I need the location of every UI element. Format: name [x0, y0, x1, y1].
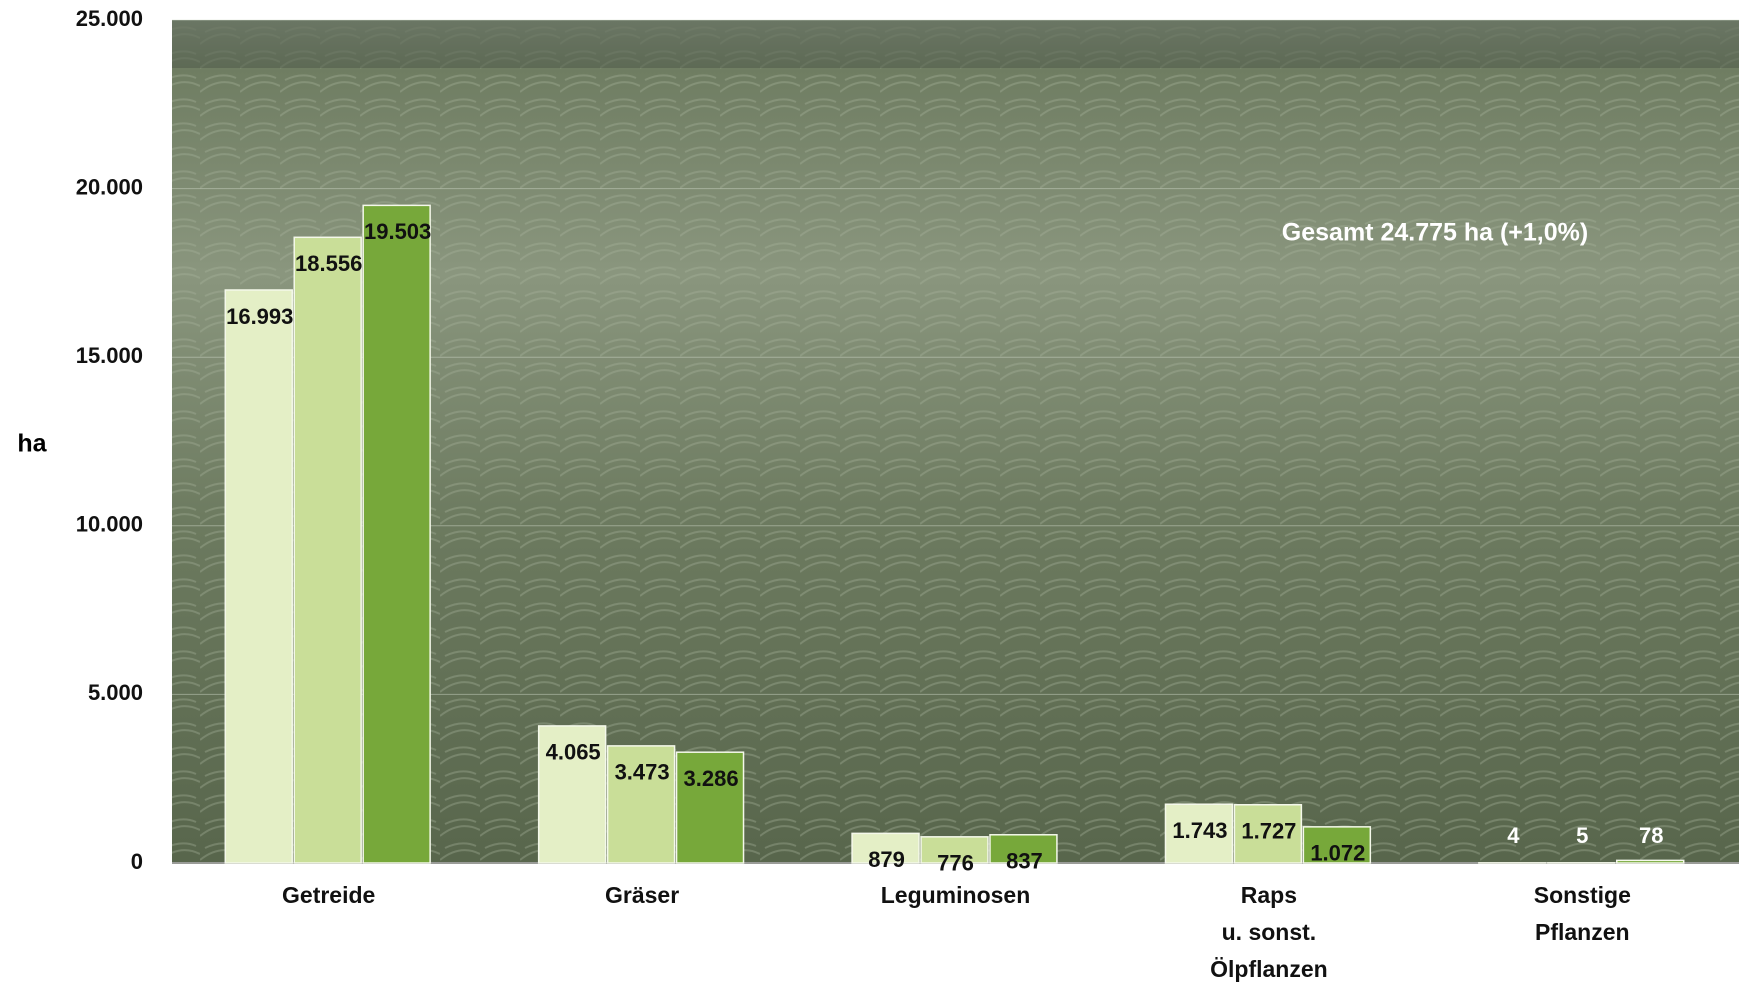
bar — [1616, 859, 1685, 864]
bar — [362, 204, 431, 864]
y-tick-label: 20.000 — [76, 174, 143, 199]
bar — [1164, 803, 1234, 864]
x-tick-label: Leguminosen — [880, 882, 1031, 908]
value-label: 1.743 — [1172, 818, 1227, 843]
value-label: 16.993 — [226, 304, 293, 329]
value-label: 78 — [1639, 823, 1663, 848]
bar — [989, 834, 1058, 864]
x-tick-label: Sonstige Pflanzen — [1533, 882, 1631, 945]
bar — [224, 289, 293, 864]
x-tick-label: Raps u. sonst. Ölpflanzen — [1210, 882, 1328, 982]
value-label: 4.065 — [546, 740, 601, 765]
bar — [293, 236, 362, 864]
bar — [675, 751, 745, 864]
bar — [606, 745, 676, 864]
value-label: 837 — [1006, 849, 1043, 874]
value-label: 776 — [937, 851, 974, 876]
annotation: Gesamt 24.775 ha (+1,0%) — [1282, 219, 1588, 247]
value-label: 1.072 — [1310, 841, 1365, 866]
bar — [1302, 826, 1372, 864]
x-tick-label: Getreide — [282, 882, 376, 908]
y-tick-label: 5.000 — [88, 680, 143, 705]
bar — [920, 836, 989, 864]
value-label: 1.727 — [1241, 819, 1296, 844]
value-label: 3.473 — [615, 760, 670, 785]
y-tick-label: 0 — [131, 849, 143, 874]
x-tick-label: Gräser — [605, 882, 680, 908]
bar — [537, 725, 607, 864]
bar — [1233, 804, 1303, 864]
background-horizon — [172, 20, 1739, 68]
value-label: 3.286 — [684, 766, 739, 791]
y-tick-label: 10.000 — [76, 512, 143, 537]
value-label: 879 — [868, 847, 905, 872]
value-label: 19.503 — [364, 219, 431, 244]
y-tick-label: 25.000 — [76, 6, 143, 31]
value-label: 5 — [1576, 823, 1588, 848]
value-label: 18.556 — [295, 251, 362, 276]
y-tick-label: 15.000 — [76, 343, 143, 368]
background-texture — [172, 20, 1739, 863]
y-axis-title: ha — [17, 430, 47, 458]
value-label: 4 — [1507, 823, 1520, 848]
bar — [851, 832, 920, 864]
